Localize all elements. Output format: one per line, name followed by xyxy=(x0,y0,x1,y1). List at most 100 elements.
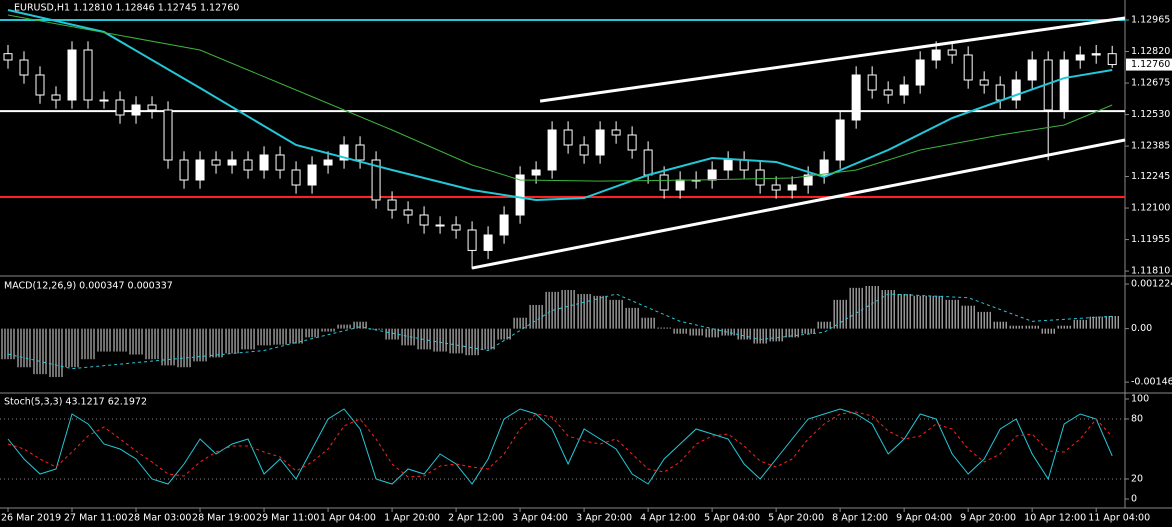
candle-body xyxy=(67,49,77,101)
stoch-line xyxy=(7,408,1113,485)
y-tick-label: 1.12965 xyxy=(1131,15,1170,26)
x-tick-label: 10 Apr 12:00 xyxy=(1024,513,1086,524)
candle-body xyxy=(531,169,541,176)
y-tick-label: 1.12675 xyxy=(1131,78,1170,89)
x-tick-label: 29 Mar 11:00 xyxy=(256,513,319,524)
candle-body xyxy=(419,214,429,226)
candle-body xyxy=(163,109,173,161)
x-tick-label: 9 Apr 20:00 xyxy=(960,513,1016,524)
candle-body xyxy=(1027,59,1037,81)
candle-body xyxy=(755,169,765,186)
moving-average xyxy=(7,14,1113,182)
candle-body xyxy=(547,129,557,171)
candle-body xyxy=(83,49,93,101)
candle-body xyxy=(3,53,13,61)
y-tick-label: 1.11955 xyxy=(1131,234,1170,245)
trend-line xyxy=(539,16,1126,103)
y-tick-label: 1.12820 xyxy=(1131,46,1170,57)
y-tick-label: 0.00 xyxy=(1131,323,1152,334)
candle-body xyxy=(387,199,397,211)
candle-body xyxy=(835,119,845,161)
candle-body xyxy=(451,224,461,231)
candle-body xyxy=(579,144,589,156)
stoch-line xyxy=(7,411,1113,478)
candle-body xyxy=(739,159,749,171)
x-tick-label: 1 Apr 20:00 xyxy=(384,513,440,524)
candle-body xyxy=(243,159,253,171)
candle-body xyxy=(707,169,717,181)
candle-body xyxy=(339,144,349,161)
x-tick-label: 28 Mar 19:00 xyxy=(192,513,255,524)
y-tick-label: 1.11810 xyxy=(1131,266,1170,277)
x-tick-label: 8 Apr 12:00 xyxy=(832,513,888,524)
candle-body xyxy=(51,94,61,101)
candle-body xyxy=(947,49,957,56)
candle-body xyxy=(819,159,829,176)
candle-body xyxy=(995,84,1005,101)
candle-body xyxy=(195,159,205,181)
stoch-title: Stoch(5,3,3) 43.1217 62.1972 xyxy=(4,397,147,408)
candle-body xyxy=(787,184,797,191)
candle-body xyxy=(1075,54,1085,61)
candle-body xyxy=(899,84,909,96)
candle-body xyxy=(259,154,269,171)
current-price-box xyxy=(1126,58,1172,71)
candle-body xyxy=(227,159,237,166)
candle-body xyxy=(675,179,685,191)
x-tick-label: 28 Mar 03:00 xyxy=(128,513,191,524)
candle-body xyxy=(883,89,893,96)
x-tick-label: 2 Apr 12:00 xyxy=(448,513,504,524)
x-tick-label: 5 Apr 04:00 xyxy=(704,513,760,524)
candle-body xyxy=(1059,59,1069,111)
candle-body xyxy=(147,104,157,111)
y-tick-label: 20 xyxy=(1131,474,1143,485)
candle-body xyxy=(323,159,333,166)
candle-body xyxy=(915,59,925,86)
chart-title: EURUSD,H1 1.12810 1.12846 1.12745 1.1276… xyxy=(14,3,239,14)
y-tick-label: -0.001469 xyxy=(1131,377,1172,388)
candle-body xyxy=(803,174,813,186)
macd-signal xyxy=(7,293,1113,370)
candle-body xyxy=(355,144,365,161)
y-tick-label: 0.001224 xyxy=(1131,279,1172,290)
candle-body xyxy=(723,159,733,171)
x-tick-label: 26 Mar 2019 xyxy=(1,513,61,524)
candle-body xyxy=(131,104,141,116)
x-tick-label: 27 Mar 11:00 xyxy=(64,513,127,524)
candle-body xyxy=(99,99,109,102)
x-tick-label: 11 Apr 04:00 xyxy=(1088,513,1150,524)
candle-body xyxy=(595,129,605,156)
y-tick-label: 80 xyxy=(1131,414,1143,425)
candle-body xyxy=(275,154,285,171)
candle-body xyxy=(35,74,45,96)
candle-body xyxy=(115,99,125,116)
candle-body xyxy=(627,134,637,151)
x-tick-label: 1 Apr 04:00 xyxy=(320,513,376,524)
candle-body xyxy=(307,164,317,186)
candle-body xyxy=(611,129,621,136)
candle-body xyxy=(851,74,861,121)
macd-title: MACD(12,26,9) 0.000347 0.000337 xyxy=(4,281,173,292)
candle-body xyxy=(291,169,301,186)
x-tick-label: 3 Apr 20:00 xyxy=(576,513,632,524)
candle-body xyxy=(211,159,221,166)
candle-body xyxy=(643,149,653,176)
candle-body xyxy=(771,184,781,191)
candle-body xyxy=(515,174,525,216)
x-tick-label: 3 Apr 04:00 xyxy=(512,513,568,524)
y-tick-label: 1.12530 xyxy=(1131,109,1170,120)
candle-body xyxy=(931,49,941,61)
candle-body xyxy=(1107,53,1117,66)
y-tick-label: 1.12385 xyxy=(1131,141,1170,152)
candle-body xyxy=(435,224,445,227)
y-tick-label: 1.12245 xyxy=(1131,171,1170,182)
x-tick-label: 9 Apr 04:00 xyxy=(896,513,952,524)
candle-body xyxy=(979,79,989,86)
y-tick-label: 0 xyxy=(1131,494,1137,505)
candle-body xyxy=(1091,53,1101,56)
candle-body xyxy=(467,229,477,251)
candle-body xyxy=(1011,79,1021,101)
candle-body xyxy=(19,59,29,76)
